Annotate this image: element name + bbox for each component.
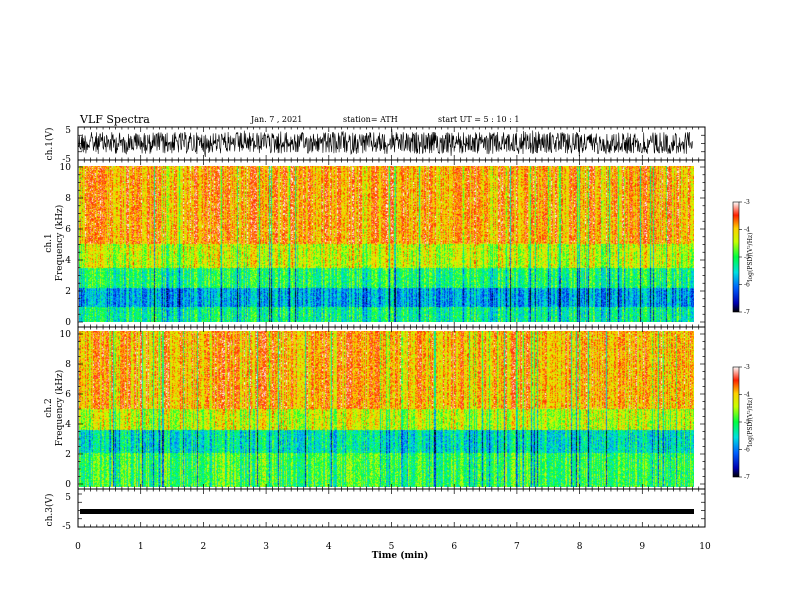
ch1-voltage-ylabel: ch.1(V)	[44, 128, 55, 161]
colorbar-tick-label: -6	[744, 447, 750, 454]
colorbar-tick-label: -5	[744, 254, 750, 261]
ch1-spectrogram-image	[79, 166, 694, 322]
y-tick-label: 4	[65, 420, 71, 430]
ch2-spectrogram-image	[79, 331, 694, 487]
ch1-colorbar-ticks: -3 -4 -5 -6 -7	[739, 199, 750, 316]
colorbar-tick-label: -3	[744, 364, 750, 371]
colorbar-tick-label: -6	[744, 282, 750, 289]
ch2-spectrogram-canvas-holder	[79, 331, 694, 487]
y-tick-label: -5	[62, 522, 71, 532]
y-tick-label: 10	[60, 330, 72, 340]
x-tick-label: 4	[326, 542, 332, 552]
y-tick-label: 6	[65, 390, 71, 400]
ch1-colorbar-label: log(PSD)(V²/Hz)	[747, 233, 754, 282]
x-tick-label: 9	[639, 542, 645, 552]
y-tick-label: 0	[65, 318, 71, 328]
ch2-colorbar: -3 -4 -5 -6 -7 log(PSD)(V²/Hz)	[732, 364, 754, 481]
ch1-waveform-panel	[77, 126, 706, 161]
ch1-colorbar-gradient	[732, 201, 740, 313]
colorbar-tick-label: -3	[744, 199, 750, 206]
figure-title: VLF Spectra	[79, 113, 150, 126]
colorbar-tick-label: -4	[744, 392, 750, 399]
y-tick-label: 5	[65, 493, 71, 503]
y-tick-label: 2	[65, 450, 71, 460]
colorbar-tick-label: -4	[744, 227, 750, 234]
ch1-spectrogram-panel	[77, 159, 706, 328]
y-tick-label: 4	[65, 256, 71, 266]
y-tick-label: 10	[60, 163, 72, 173]
y-tick-label: -5	[62, 155, 71, 165]
time-xlabel: Time (min)	[372, 550, 429, 561]
x-tick-label: 10	[699, 542, 711, 552]
ch3-voltage-ylabel: ch.3(V)	[44, 494, 55, 527]
axis-ticks: 0 1 2 3 4 5 6 7 8 9 10 5 -5 5 -5 0 2 4 6 8 10 0 2 4 6 8 10	[60, 126, 711, 552]
x-tick-label: 7	[514, 542, 520, 552]
ch1-waveform-trace	[77, 128, 693, 157]
ch2-spectrogram-panel	[77, 326, 706, 490]
start-time-label: start UT = 5 : 10 : 1	[438, 115, 519, 124]
colorbar-tick-label: -7	[744, 474, 750, 481]
y-tick-label: 0	[65, 480, 71, 490]
y-tick-label: 8	[65, 194, 71, 204]
x-tick-label: 1	[138, 542, 144, 552]
ch2-channel-ylabel: ch.2	[44, 398, 54, 417]
x-tick-label: 0	[75, 542, 81, 552]
y-tick-label: 8	[65, 360, 71, 370]
ch1-channel-ylabel: ch.1	[44, 233, 54, 252]
ch3-waveform-panel	[77, 488, 706, 528]
x-tick-label: 6	[451, 542, 457, 552]
ch1-frequency-ylabel: Frequency (kHz)	[54, 205, 65, 282]
colorbar-tick-label: -7	[744, 309, 750, 316]
ch1-spectrogram-canvas-holder	[79, 166, 694, 322]
y-tick-label: 2	[65, 287, 71, 297]
ch1-colorbar: -3 -4 -5 -6 -7 log(PSD)(V²/Hz)	[732, 199, 754, 316]
date-label: Jan. 7 , 2021	[250, 115, 302, 124]
ch3-waveform-trace	[80, 509, 694, 514]
colorbar-tick-label: -5	[744, 419, 750, 426]
ch2-colorbar-ticks: -3 -4 -5 -6 -7	[739, 364, 750, 481]
y-tick-label: 5	[65, 126, 71, 136]
ch3-waveform-frame	[77, 488, 706, 528]
x-tick-label: 2	[201, 542, 207, 552]
x-tick-label: 5	[389, 542, 395, 552]
ch2-colorbar-gradient	[732, 366, 740, 478]
y-tick-label: 6	[65, 225, 71, 235]
ch2-frequency-ylabel: Frequency (kHz)	[54, 370, 65, 447]
station-label: station= ATH	[343, 115, 398, 124]
x-tick-label: 3	[263, 542, 269, 552]
ch2-colorbar-label: log(PSD)(V²/Hz)	[747, 398, 754, 447]
x-tick-label: 8	[577, 542, 583, 552]
